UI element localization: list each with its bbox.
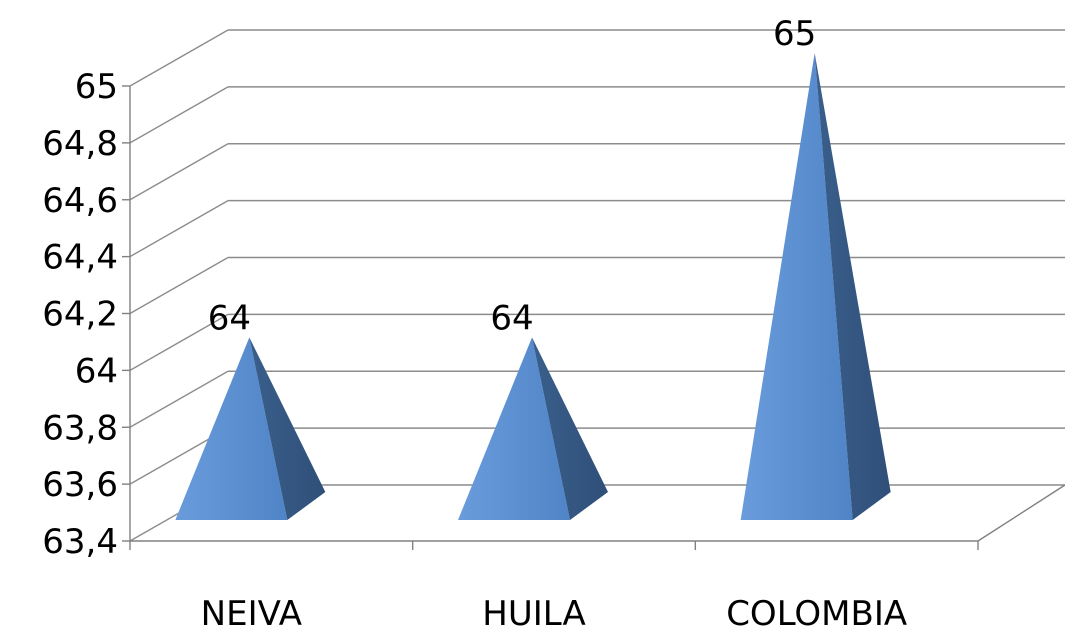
y-tick-label: 63,4 xyxy=(42,522,118,562)
pyramid-series xyxy=(175,53,891,520)
y-tick-label: 64,6 xyxy=(42,181,118,221)
pyramid-side-face xyxy=(532,337,608,520)
pyramid-huila xyxy=(458,337,608,520)
side-grid-line xyxy=(129,256,229,315)
pyramid-side-face xyxy=(814,53,891,520)
y-tick-label: 64 xyxy=(75,351,118,391)
side-grid-line xyxy=(129,86,229,144)
x-axis xyxy=(129,541,979,550)
floor-right-edge xyxy=(977,484,1065,542)
side-grid-line xyxy=(129,29,229,87)
pyramid-colombia xyxy=(740,53,891,520)
side-grid-line xyxy=(129,313,229,371)
data-label: 64 xyxy=(208,298,251,338)
x-category-label: COLOMBIA xyxy=(726,594,907,633)
y-tick-label: 64,8 xyxy=(42,124,118,164)
y-tick-label: 63,6 xyxy=(42,465,118,505)
pyramid-side-face xyxy=(249,337,326,520)
x-axis-labels: NEIVA HUILA COLOMBIA xyxy=(201,594,907,633)
data-label: 64 xyxy=(490,298,533,338)
y-tick-label: 65 xyxy=(75,67,118,107)
pyramid-neiva xyxy=(175,337,326,520)
data-label: 65 xyxy=(773,14,816,54)
pyramid-front-face xyxy=(740,53,853,520)
data-labels: 64 64 65 xyxy=(208,14,817,338)
side-grid-line xyxy=(129,370,229,428)
x-category-label: HUILA xyxy=(482,594,585,633)
y-tick-label: 64,2 xyxy=(42,295,118,335)
y-axis-ticks: 63,4 63,6 63,8 64 64,2 64,4 64,6 64,8 65 xyxy=(42,67,130,562)
y-tick-label: 63,8 xyxy=(42,408,118,448)
side-grid-line xyxy=(129,200,229,258)
gridlines xyxy=(129,29,1065,542)
y-tick-label: 64,4 xyxy=(42,238,118,278)
pyramid-front-face xyxy=(458,337,570,520)
side-grid-line xyxy=(129,143,229,201)
pyramid-front-face xyxy=(175,337,288,520)
x-category-label: NEIVA xyxy=(201,594,302,633)
